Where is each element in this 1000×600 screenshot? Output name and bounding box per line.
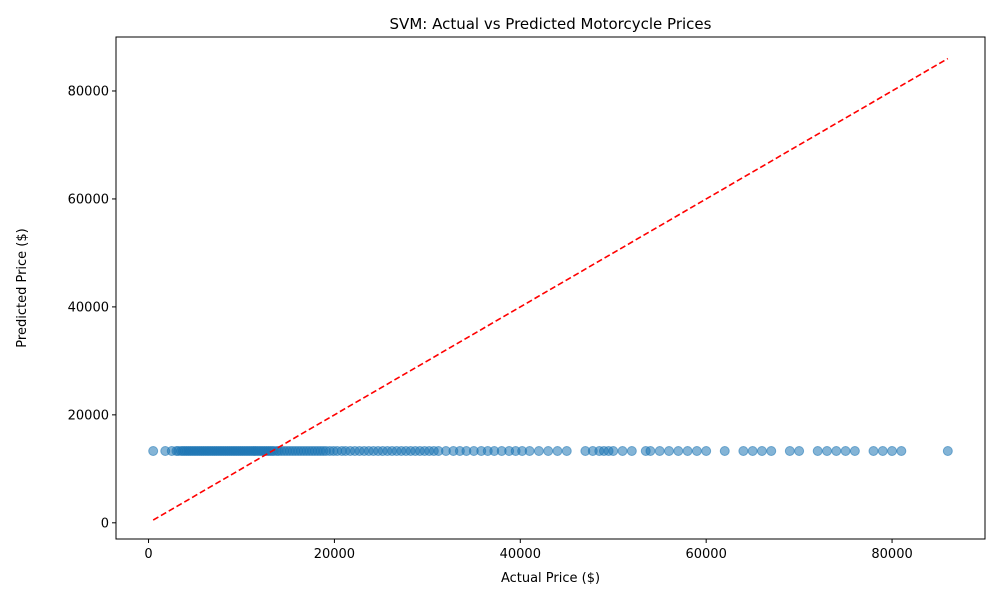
x-axis-ticks: 0 20000 40000 60000 80000: [144, 539, 913, 562]
x-axis-label: Actual Price ($): [501, 571, 600, 586]
data-point: [645, 446, 656, 457]
x-tick-label: 80000: [871, 547, 912, 562]
data-point: [849, 446, 860, 457]
data-point: [701, 446, 712, 457]
y-tick-label: 80000: [68, 84, 109, 99]
reference-line: [152, 57, 949, 521]
data-point: [766, 446, 777, 457]
data-point: [552, 446, 563, 457]
data-point: [719, 446, 730, 457]
chart-title: SVM: Actual vs Predicted Motorcycle Pric…: [390, 15, 712, 33]
data-point: [673, 446, 684, 457]
data-point: [682, 446, 693, 457]
data-point: [822, 446, 832, 457]
x-tick-label: 40000: [500, 547, 541, 562]
x-tick-label: 60000: [685, 547, 726, 562]
data-point: [942, 446, 953, 457]
y-tick-label: 40000: [68, 300, 109, 315]
y-tick-label: 60000: [68, 192, 109, 207]
data-point: [691, 446, 702, 457]
data-point: [738, 446, 749, 457]
data-point: [831, 446, 842, 457]
data-point: [812, 446, 823, 457]
data-point: [664, 446, 674, 457]
y-tick-label: 0: [101, 516, 109, 531]
x-tick-label: 0: [144, 547, 152, 562]
data-point: [840, 446, 851, 457]
plot-frame: [115, 36, 986, 540]
reference-line-layer: [152, 57, 949, 521]
data-points: [148, 446, 953, 457]
data-point: [887, 446, 898, 457]
y-axis-label: Predicted Price ($): [15, 228, 30, 347]
y-tick-label: 20000: [68, 408, 109, 423]
data-point: [747, 446, 758, 457]
data-point: [626, 446, 637, 457]
data-point: [148, 446, 159, 457]
data-point: [543, 446, 554, 457]
y-axis-ticks: 0 20000 40000 60000 80000: [68, 84, 116, 531]
data-point: [896, 446, 907, 457]
data-point: [561, 446, 572, 457]
data-point: [608, 446, 619, 457]
data-point: [784, 446, 795, 457]
data-point: [533, 446, 544, 457]
data-point: [524, 446, 535, 457]
x-tick-label: 20000: [314, 547, 355, 562]
data-point: [756, 446, 767, 457]
data-point: [868, 446, 879, 457]
data-point: [794, 446, 805, 457]
data-point: [877, 446, 888, 457]
data-point: [654, 446, 665, 457]
data-point: [617, 446, 628, 457]
